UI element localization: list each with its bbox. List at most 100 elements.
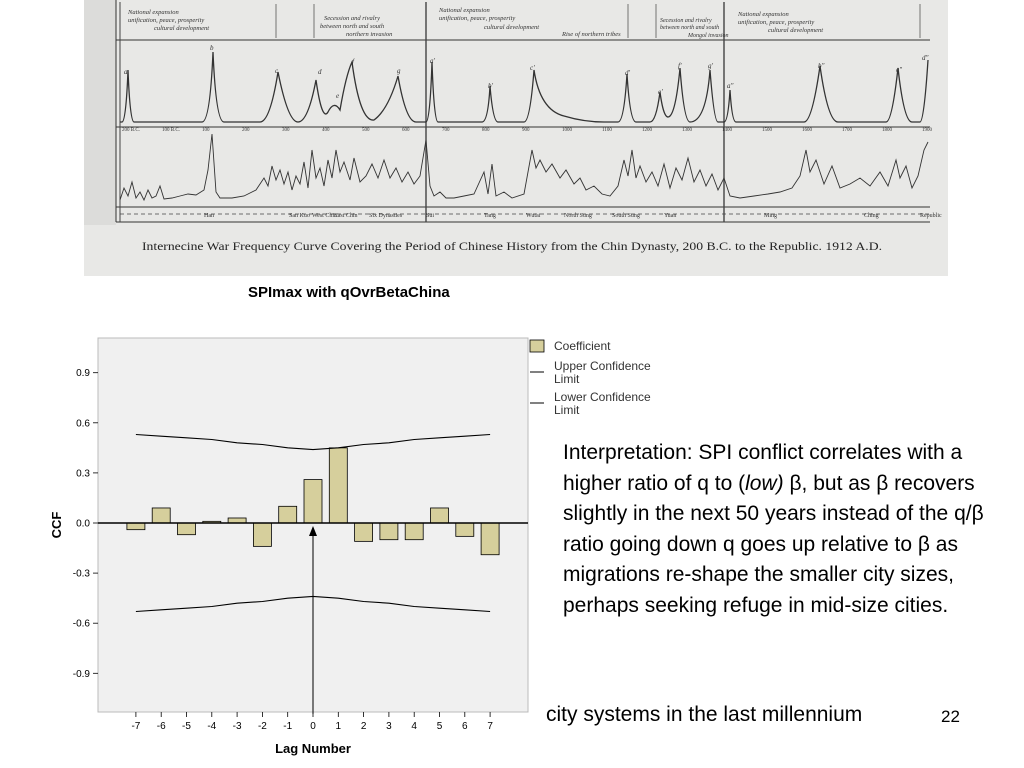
phase-note-14: National expansion (737, 11, 789, 18)
dynasty-label: North Sung (564, 213, 592, 219)
x-tick-label: -3 (233, 721, 242, 732)
year-label: 300 (282, 128, 290, 133)
phase-note-9: cultural development (484, 24, 539, 31)
y-tick-label: 0.9 (76, 368, 90, 379)
ccf-bar (177, 522, 196, 536)
phase-note-7: National expansion (438, 7, 490, 14)
phase-note-11: Secession and rivalry (660, 18, 712, 24)
dynasty-label: Ming (764, 213, 777, 219)
phase-note-13: Mongol invasion (687, 33, 729, 39)
x-tick-label: 6 (462, 721, 468, 732)
ccf-bar (354, 522, 374, 542)
x-tick-label: 4 (411, 721, 417, 732)
x-tick-label: -6 (157, 721, 166, 732)
y-axis: 0.9 0.6 0.3 0.0 -0.3 -0.6 -0.9 (73, 368, 98, 680)
peak-letter: f (352, 58, 355, 66)
peak-letter: a' (430, 57, 436, 65)
legend-label-lower-2: Limit (554, 403, 580, 417)
year-label: 1000 (562, 128, 573, 133)
arrow-head (309, 526, 317, 536)
peak-letter: b' (488, 82, 494, 90)
phase-note-1: National expansion (127, 9, 179, 16)
year-label: 1500 (762, 128, 773, 133)
year-label: 600 (402, 128, 410, 133)
y-tick-label: 0.6 (76, 418, 90, 429)
year-label: 1600 (802, 128, 813, 133)
dynasty-label: East Chin (334, 213, 358, 219)
scan-caption: Internecine War Frequency Curve Covering… (142, 239, 882, 253)
peak-letter: a (124, 68, 128, 76)
slide-number: 22 (941, 707, 960, 726)
dynasty-label: Yuan (664, 213, 676, 219)
ccf-bar (404, 522, 424, 541)
ccf-bar (430, 507, 449, 524)
dynasty-label: West Chin (312, 213, 337, 219)
year-label: 200 (242, 128, 250, 133)
ccf-bar (278, 505, 298, 524)
phase-note-8: unification, peace, prosperity (439, 15, 515, 22)
year-label: 1900 (922, 128, 933, 133)
upper-confidence-line (135, 433, 491, 451)
phase-note-4: Secession and rivalry (324, 15, 380, 22)
historical-war-frequency-figure: National expansion unification, peace, p… (84, 0, 948, 276)
peak-letter: g' (708, 62, 714, 70)
ccf-bar (455, 522, 475, 537)
year-label: 1700 (842, 128, 853, 133)
peak-letter: g (397, 67, 401, 75)
phase-note-12: between north and south (660, 25, 719, 31)
year-label: 1200 (642, 128, 653, 133)
y-tick-label: -0.3 (73, 569, 91, 580)
dynasty-label: Sui (426, 213, 434, 219)
ccf-chart: 0.9 0.6 0.3 0.0 -0.3 -0.6 -0.9 -7 -6 -5 -4 -3 -2 -1 0… (40, 330, 680, 760)
x-tick-label: 3 (386, 721, 392, 732)
ccf-bar (151, 507, 171, 524)
y-tick-label: -0.6 (73, 619, 91, 630)
dynasty-label: Tang (484, 213, 496, 219)
phase-note-2: unification, peace, prosperity (128, 17, 204, 24)
x-tick-label: -1 (283, 721, 292, 732)
year-label: 700 (442, 128, 450, 133)
ccf-bar (252, 522, 272, 547)
year-label: 900 (522, 128, 530, 133)
interpretation-part-2: β, but as β recovers slightly in the nex… (563, 471, 984, 617)
year-label: 200 B.C. (122, 128, 140, 133)
year-label: 1800 (882, 128, 893, 133)
ccf-bar (126, 522, 146, 531)
x-tick-label: -4 (207, 721, 216, 732)
peak-letter: f' (678, 62, 682, 70)
peak-letter: d' (625, 69, 631, 77)
interpretation-text: Interpretation: SPI conflict correlates … (563, 438, 993, 621)
dynasty-label: San Kuo (289, 213, 310, 219)
interpretation-part-1: Interpretation: SPI conflict correlates … (563, 441, 963, 495)
dynasty-label: Six Dynasties (369, 213, 403, 219)
slide-footer: city systems in the last millennium (546, 703, 863, 726)
y-tick-label: -0.9 (73, 669, 91, 680)
y-tick-label: 0.3 (76, 468, 90, 479)
legend-label-upper-1: Upper Confidence (554, 359, 651, 373)
legend: Coefficient Upper Confidence Limit Lower… (529, 339, 651, 417)
phase-note-5: between north and south (320, 23, 384, 30)
x-tick-label: 5 (437, 721, 443, 732)
peak-letter: c' (530, 64, 535, 72)
peak-letter: d" (922, 54, 929, 62)
x-tick-label: 1 (336, 721, 342, 732)
dynasty-label: South Sung (612, 213, 640, 219)
ccf-bar (480, 522, 500, 556)
interpretation-emphasis: low) (745, 471, 784, 495)
ccf-chart-svg: 0.9 0.6 0.3 0.0 -0.3 -0.6 -0.9 -7 -6 -5 -4 -3 -2 -1 0… (49, 337, 651, 756)
x-tick-label: 7 (487, 721, 493, 732)
legend-label-lower-1: Lower Confidence (554, 390, 651, 404)
year-label: 500 (362, 128, 370, 133)
x-axis-title: Lag Number (275, 741, 351, 756)
chart-title: SPImax with qOvrBetaChina (248, 284, 450, 301)
ccf-bar (379, 522, 399, 541)
year-label: 1300 (682, 128, 693, 133)
ccf-bar (328, 447, 348, 524)
y-axis-title: CCF (49, 512, 64, 539)
peak-letter: a" (727, 82, 734, 90)
x-tick-label: -2 (258, 721, 267, 732)
y-tick-label: 0.0 (76, 519, 90, 530)
legend-label-upper-2: Limit (554, 372, 580, 386)
peak-letter: b (210, 44, 214, 52)
x-tick-label: 2 (361, 721, 367, 732)
